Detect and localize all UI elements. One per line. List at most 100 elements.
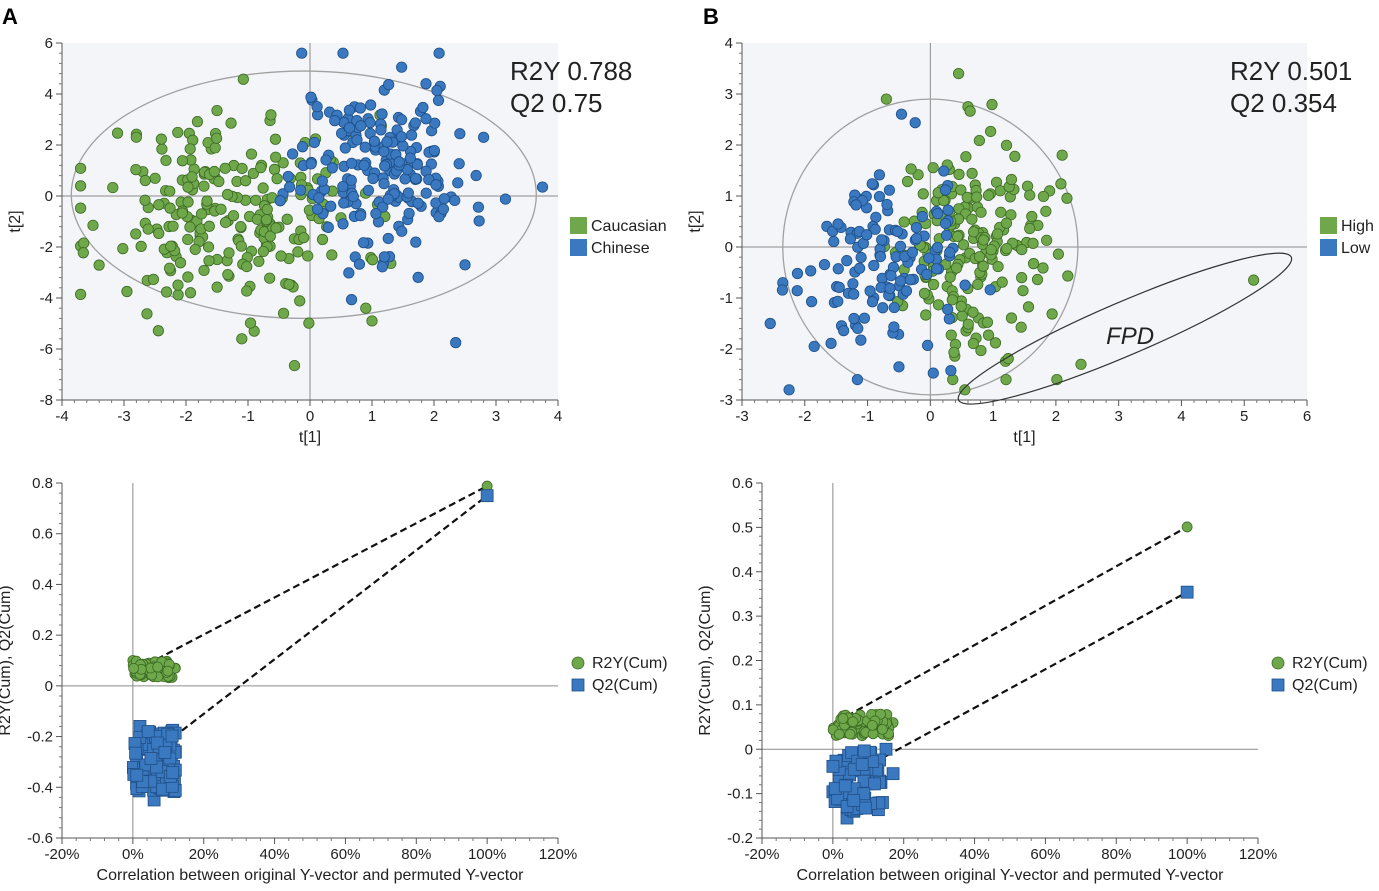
data-point [211, 281, 223, 293]
data-point [853, 262, 866, 274]
data-point [182, 271, 194, 283]
data-point [329, 115, 341, 127]
data-point [927, 278, 940, 291]
data-point [75, 180, 87, 192]
x-tick-label: -2 [798, 408, 811, 425]
data-point [966, 213, 978, 225]
data-point [944, 246, 956, 258]
y-tick-label: -4 [40, 290, 53, 307]
data-point [964, 105, 976, 117]
y-tick-label: -0.1 [727, 786, 753, 803]
data-point [298, 232, 310, 244]
legend-label: Chinese [591, 240, 650, 257]
x-tick-label: 80% [401, 846, 431, 863]
data-point [198, 264, 210, 277]
data-point [433, 47, 445, 59]
data-point [264, 230, 276, 242]
x-tick-label: 1 [989, 408, 997, 425]
data-point [966, 167, 978, 179]
data-point [858, 312, 871, 324]
data-point [917, 188, 929, 200]
x-tick-label: 100% [468, 846, 506, 863]
data-point [953, 168, 965, 180]
data-point [992, 260, 1004, 273]
data-point [921, 339, 934, 352]
data-point [981, 316, 994, 328]
data-point [867, 777, 881, 791]
data-point [857, 744, 871, 758]
data-point [943, 313, 955, 325]
data-point [851, 373, 864, 386]
y-tick-label: 0.1 [732, 697, 753, 714]
y-tick-label: 0.5 [732, 519, 753, 536]
data-point [269, 133, 282, 145]
original-q2-point [1180, 585, 1194, 599]
data-point [432, 94, 445, 107]
data-point [832, 263, 844, 275]
data-point [144, 752, 158, 765]
data-point [866, 720, 878, 731]
data-point [302, 250, 314, 262]
data-point [167, 220, 179, 232]
data-point [274, 195, 286, 207]
data-point [260, 214, 273, 226]
data-point [357, 237, 370, 249]
data-point [403, 207, 415, 220]
data-point [791, 267, 804, 280]
data-point [75, 288, 87, 300]
data-point [396, 225, 408, 237]
data-point [473, 215, 485, 227]
data-point [1001, 243, 1013, 255]
data-point [353, 258, 366, 270]
data-point [866, 178, 878, 190]
y-tick-label: 0.6 [32, 526, 53, 543]
legend-marker [571, 656, 585, 670]
data-point [955, 300, 967, 312]
data-point [270, 151, 282, 163]
data-point [241, 260, 253, 273]
data-point [920, 309, 932, 321]
data-point [219, 162, 231, 174]
data-point [918, 287, 931, 299]
data-point [365, 99, 377, 111]
data-point [172, 279, 184, 291]
legend-label: Q2(Cum) [1292, 677, 1358, 694]
data-point [904, 274, 916, 286]
data-point [950, 262, 963, 274]
data-point [87, 219, 99, 231]
y-tick-label: 0 [725, 239, 733, 256]
data-point [337, 180, 349, 193]
data-point [1055, 178, 1067, 190]
y-tick-label: 4 [725, 35, 733, 52]
data-point [227, 210, 240, 222]
data-point [244, 317, 257, 329]
x-tick-label: 60% [330, 846, 360, 863]
data-point [195, 208, 208, 220]
data-point [1000, 217, 1013, 229]
data-point [354, 102, 367, 114]
data-point [208, 165, 220, 178]
data-point [316, 175, 328, 187]
data-point [841, 255, 853, 267]
data-point [783, 384, 795, 396]
data-point [876, 234, 888, 246]
data-point [832, 295, 844, 307]
data-point [930, 263, 943, 275]
data-point [343, 267, 355, 279]
data-point [182, 233, 194, 246]
legend-marker [1271, 678, 1285, 692]
data-point [202, 241, 215, 253]
data-point [952, 230, 964, 243]
data-point [1041, 234, 1053, 246]
data-point [277, 157, 289, 169]
data-point [1002, 353, 1014, 365]
data-point [977, 260, 989, 272]
y-tick-label: 0.3 [732, 608, 753, 625]
r2y-trend-line [146, 485, 488, 666]
data-point [368, 135, 381, 147]
data-point [411, 159, 423, 171]
data-point [995, 206, 1007, 218]
data-point [150, 736, 164, 750]
data-point [881, 198, 893, 211]
data-point [1046, 308, 1058, 320]
